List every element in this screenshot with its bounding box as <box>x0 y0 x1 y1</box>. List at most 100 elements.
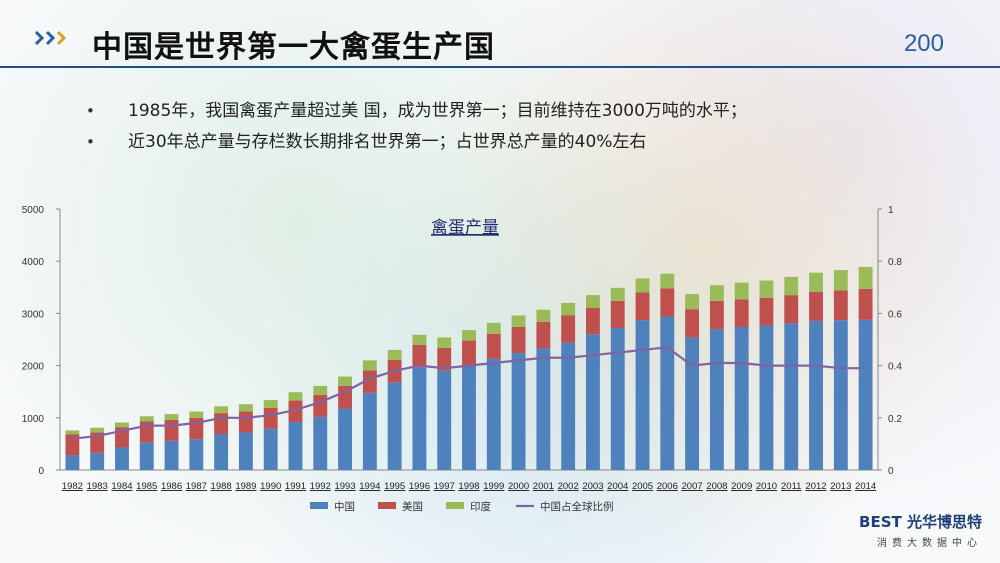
logo-subtext: 消费大数据中心 <box>877 538 982 549</box>
x-tick-label: 2003 <box>582 481 603 492</box>
bar-美国 <box>263 407 278 429</box>
bar-美国 <box>288 400 303 422</box>
bar-中国 <box>536 348 551 470</box>
y2-tick-label: 0.6 <box>888 309 902 320</box>
x-tick-label: 1999 <box>483 481 504 492</box>
bar-美国 <box>65 434 80 456</box>
bar-中国 <box>238 432 253 470</box>
x-tick-label: 1996 <box>409 481 430 492</box>
x-tick-label: 1992 <box>310 481 331 492</box>
bar-美国 <box>660 288 675 317</box>
bar-印度 <box>709 285 724 301</box>
bar-中国 <box>362 392 377 470</box>
line-中国占全球比例 <box>72 346 866 440</box>
bar-中国 <box>709 329 724 470</box>
bar-中国 <box>561 342 576 470</box>
bar-中国 <box>189 439 204 470</box>
bar-美国 <box>858 288 873 320</box>
bar-中国 <box>338 408 353 470</box>
x-tick-label: 1990 <box>260 481 281 492</box>
bar-印度 <box>288 392 303 401</box>
bar-中国 <box>635 320 650 470</box>
bar-美国 <box>734 299 749 327</box>
bar-美国 <box>437 347 452 371</box>
bar-中国 <box>412 367 427 470</box>
egg-production-chart: 0 1000 2000 3000 4000 5000 0 0.2 0.4 0.6 0.8 1 1982 1… <box>22 205 903 513</box>
legend-label: 美国 <box>402 500 423 513</box>
bar-美国 <box>585 307 600 335</box>
bar-印度 <box>734 282 749 300</box>
bar-中国 <box>610 328 625 470</box>
header-divider <box>0 66 1000 68</box>
bar-中国 <box>90 452 105 470</box>
legend-label: 印度 <box>470 500 491 513</box>
bullet-list: 1985年，我国禽蛋产量超过美 国，成为世界第一；目前维持在3000万吨的水平；… <box>86 96 747 158</box>
bar-中国 <box>115 447 129 470</box>
bar-中国 <box>734 326 749 470</box>
chart-title: 禽蛋产量 <box>431 218 499 238</box>
x-tick-label: 1998 <box>458 481 479 492</box>
bar-印度 <box>387 349 402 360</box>
bar-美国 <box>610 300 625 329</box>
bar-美国 <box>486 333 501 359</box>
y2-tick-label: 0.8 <box>888 257 902 268</box>
bar-印度 <box>635 278 650 293</box>
bar-美国 <box>784 295 799 324</box>
y2-tick-label: 1 <box>888 205 894 216</box>
bar-美国 <box>685 309 700 338</box>
y2-tick-label: 0.2 <box>888 414 902 425</box>
bar-印度 <box>214 406 229 414</box>
bar-印度 <box>561 302 576 316</box>
bar-美国 <box>462 340 476 365</box>
legend-label: 中国占全球比例 <box>540 500 614 513</box>
bar-中国 <box>585 334 600 470</box>
legend-swatch-中国 <box>310 502 328 509</box>
x-tick-label: 2013 <box>830 481 851 492</box>
bar-印度 <box>511 315 526 327</box>
bar-中国 <box>759 325 774 470</box>
x-tick-label: 1997 <box>434 481 455 492</box>
y-tick-label: 1000 <box>22 414 45 425</box>
bar-印度 <box>809 272 823 292</box>
bar-美国 <box>362 370 377 393</box>
bar-美国 <box>561 315 576 343</box>
x-tick-label: 1986 <box>161 481 182 492</box>
bar-美国 <box>635 292 650 321</box>
bar-美国 <box>809 291 823 321</box>
slide-header: 中国是世界第一大禽蛋生产国 200 <box>0 0 1000 66</box>
bar-印度 <box>139 416 154 422</box>
bar-美国 <box>511 326 526 354</box>
x-tick-label: 1995 <box>384 481 405 492</box>
x-tick-label: 1991 <box>285 481 306 492</box>
bar-中国 <box>784 323 799 470</box>
bar-中国 <box>139 442 154 470</box>
bar-印度 <box>313 385 328 395</box>
x-tick-label: 2006 <box>657 481 678 492</box>
x-tick-label: 1987 <box>186 481 207 492</box>
y-tick-label: 3000 <box>22 309 45 320</box>
bar-美国 <box>759 297 774 326</box>
bar-中国 <box>437 370 452 470</box>
x-tick-label: 1984 <box>111 481 132 492</box>
bar-中国 <box>288 421 303 470</box>
y2-tick-label: 0 <box>888 466 894 477</box>
bar-中国 <box>387 382 402 470</box>
bar-印度 <box>437 337 452 348</box>
bar-印度 <box>164 414 179 420</box>
bar-中国 <box>858 319 873 470</box>
x-tick-label: 1985 <box>136 481 157 492</box>
x-tick-label: 1993 <box>334 481 355 492</box>
bullet-item: 近30年总产量与存栏数长期排名世界第一；占世界总产量的40%左右 <box>86 127 747 158</box>
x-tick-label: 2007 <box>682 481 703 492</box>
x-tick-label: 1988 <box>211 481 232 492</box>
bar-印度 <box>362 360 377 371</box>
y-tick-label: 5000 <box>22 205 45 216</box>
bar-印度 <box>90 427 105 433</box>
bar-美国 <box>833 290 848 321</box>
x-tick-label: 2012 <box>805 481 826 492</box>
bar-印度 <box>685 294 700 310</box>
bar-印度 <box>338 376 353 386</box>
x-tick-label: 2005 <box>632 481 653 492</box>
bar-中国 <box>214 433 229 470</box>
x-tick-label: 1983 <box>87 481 108 492</box>
